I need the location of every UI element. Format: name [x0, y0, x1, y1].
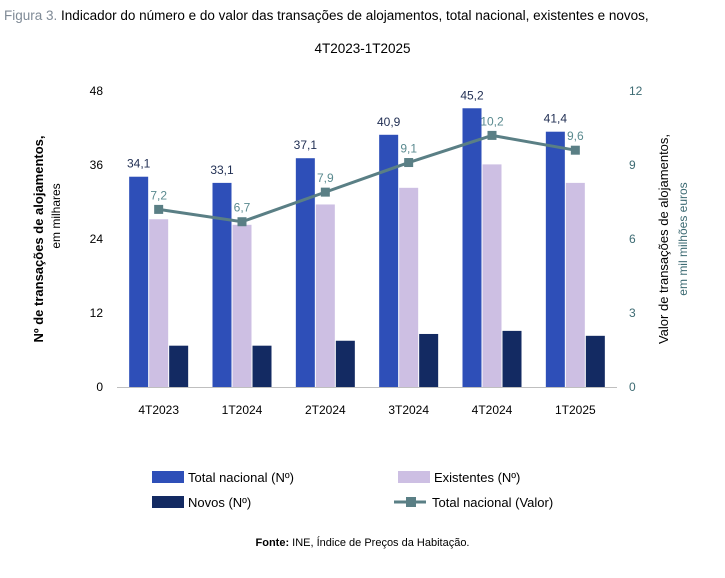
- x-tick-label: 1T2024: [222, 403, 263, 417]
- data-label-total: 37,1: [294, 138, 318, 152]
- y-tick-label-left: 0: [96, 380, 103, 394]
- data-label-total: 34,1: [127, 157, 151, 171]
- line-marker-valor: [570, 145, 580, 155]
- bar-existentes: [565, 182, 585, 387]
- source-note: Fonte: INE, Índice de Preços da Habitaçã…: [0, 537, 725, 549]
- line-marker-valor: [237, 217, 247, 227]
- y-tick-label-right: 12: [629, 84, 643, 98]
- data-label-total: 41,4: [544, 112, 568, 126]
- x-tick-label: 4T2023: [138, 403, 179, 417]
- bar-novos: [335, 340, 355, 387]
- data-label-total: 33,1: [210, 163, 234, 177]
- source-text: INE, Índice de Preços da Habitação.: [292, 537, 470, 549]
- data-label-total: 45,2: [460, 88, 484, 102]
- line-marker-valor: [154, 204, 164, 214]
- bar-total-nacional: [212, 182, 232, 387]
- y-tick-label-right: 3: [629, 306, 636, 320]
- y-tick-label-left: 12: [90, 306, 104, 320]
- legend-existentes-swatch: [398, 471, 430, 483]
- data-label-valor: 9,6: [567, 129, 584, 143]
- line-marker-valor: [404, 158, 414, 168]
- bar-total-nacional: [379, 134, 399, 387]
- legend-total-nacional-swatch: [152, 471, 184, 483]
- bar-total-nacional: [462, 108, 482, 388]
- bar-novos: [419, 333, 439, 387]
- y-tick-label-right: 6: [629, 232, 636, 246]
- y-tick-label-right: 9: [629, 158, 636, 172]
- y-axis-title-right: Valor de transações de alojamentos,: [656, 134, 671, 344]
- figure-label: Figura 3.: [4, 8, 58, 23]
- bar-novos: [169, 345, 189, 387]
- bar-existentes: [232, 224, 252, 387]
- chart-subtitle: 4T2023-1T2025: [314, 41, 411, 56]
- legend-total-nacional-label: Total nacional (Nº): [188, 470, 294, 485]
- x-tick-label: 4T2024: [472, 403, 513, 417]
- x-tick-label: 2T2024: [305, 403, 346, 417]
- y-tick-label-left: 48: [90, 84, 104, 98]
- legend-novos-label: Novos (Nº): [188, 495, 251, 510]
- legend-existentes-label: Existentes (Nº): [434, 470, 520, 485]
- x-tick-label: 3T2024: [388, 403, 429, 417]
- chart-title: Figura 3. Indicador do número e do valor…: [4, 8, 649, 23]
- data-label-total: 40,9: [377, 115, 401, 129]
- legend-total-nacional-valor-swatch-marker: [406, 497, 416, 507]
- bar-total-nacional: [295, 158, 315, 387]
- y-axis-subtitle-right: em mil milhões euros: [676, 182, 690, 295]
- bar-existentes: [149, 219, 169, 387]
- legend-novos-swatch: [152, 496, 184, 508]
- y-axis-subtitle-left: em milhares: [49, 183, 63, 248]
- line-marker-valor: [320, 187, 330, 197]
- bar-novos: [252, 345, 272, 387]
- bar-existentes: [399, 187, 419, 387]
- figure-title: Indicador do número e do valor das trans…: [61, 8, 649, 23]
- data-label-valor: 10,2: [480, 114, 504, 128]
- data-label-valor: 7,2: [150, 188, 167, 202]
- bar-novos: [585, 335, 605, 387]
- bar-total-nacional: [129, 176, 149, 387]
- bar-existentes: [482, 164, 502, 387]
- line-marker-valor: [487, 130, 497, 140]
- bar-existentes: [315, 204, 335, 387]
- legend-total-nacional-valor-label: Total nacional (Valor): [432, 495, 553, 510]
- bar-novos: [502, 330, 522, 387]
- y-axis-title-left: Nº de transações de alojamentos,: [31, 135, 46, 342]
- y-tick-label-left: 24: [90, 232, 104, 246]
- x-tick-label: 1T2025: [555, 403, 596, 417]
- line-total-nacional-valor: [158, 133, 576, 224]
- data-label-valor: 7,9: [317, 171, 334, 185]
- data-label-valor: 9,1: [400, 142, 417, 156]
- bar-total-nacional: [545, 131, 565, 387]
- y-tick-label-right: 0: [629, 380, 636, 394]
- data-label-valor: 6,7: [234, 201, 251, 215]
- source-label: Fonte:: [255, 537, 290, 549]
- y-tick-label-left: 36: [90, 158, 104, 172]
